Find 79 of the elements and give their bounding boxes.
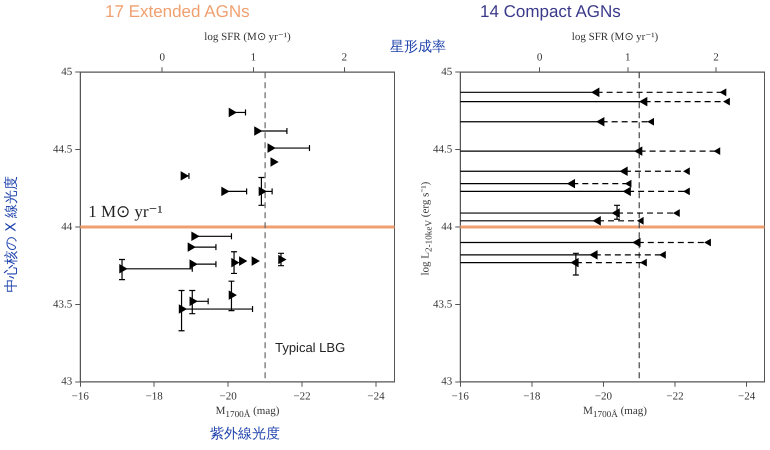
ref-line-label: Typical LBG — [275, 340, 346, 355]
y-tick-label: 43.5 — [53, 298, 73, 310]
point — [640, 259, 647, 266]
point — [191, 232, 200, 241]
point — [593, 216, 601, 226]
x-tick-label: −22 — [666, 390, 684, 402]
x-tick-label: −18 — [523, 390, 541, 402]
x2-tick-label: 2 — [713, 51, 719, 64]
point — [714, 148, 720, 155]
y-tick-label: 44.5 — [433, 143, 453, 156]
x2-tick-label: 0 — [159, 51, 166, 64]
point — [704, 238, 711, 246]
point — [648, 118, 654, 126]
point — [252, 256, 260, 266]
point — [660, 251, 666, 258]
point — [228, 108, 236, 117]
text: 紫外線光度 — [210, 425, 280, 443]
point — [228, 290, 236, 300]
point — [612, 208, 620, 218]
point — [258, 187, 266, 196]
x-tick-label: −20 — [220, 390, 238, 402]
point — [254, 126, 262, 136]
y-tick-label: 44 — [441, 220, 453, 233]
y-tick-label: 43 — [441, 376, 453, 388]
x-tick-label: −24 — [367, 390, 386, 402]
point — [221, 187, 230, 196]
x-axis-title: M$_{1700Å}$ (mag) — [214, 405, 280, 420]
point — [637, 217, 644, 224]
point — [720, 88, 726, 96]
point — [620, 166, 628, 176]
point — [570, 258, 579, 267]
x2-tick-label: 2 — [342, 51, 348, 64]
text: 星形成率 — [390, 38, 446, 56]
point — [231, 258, 240, 267]
x2-tick-label: 1 — [625, 51, 631, 64]
ref-line-label: 1 M⊙ yr⁻¹ — [88, 202, 163, 221]
point — [724, 98, 730, 106]
x-tick-label: −18 — [146, 390, 164, 402]
x-tick-label: −24 — [738, 390, 756, 402]
point — [190, 260, 198, 269]
y-tick-label: 44 — [61, 220, 73, 233]
point — [180, 172, 188, 180]
point — [270, 158, 278, 166]
point — [119, 264, 128, 274]
point — [590, 250, 598, 260]
x-axis-title: M$_{1700Å}$ (mag) — [582, 405, 648, 420]
point — [188, 242, 196, 252]
point — [625, 180, 632, 188]
chart-title: 17 Extended AGNs — [105, 2, 250, 22]
point — [278, 255, 286, 264]
x-tick-label: −16 — [72, 390, 90, 402]
x2-axis-title: log SFR (M⊙ yr⁻¹) — [572, 31, 658, 43]
x-tick-label: −20 — [594, 390, 613, 402]
point — [592, 88, 600, 97]
point — [239, 256, 247, 266]
point — [674, 210, 680, 217]
point — [623, 187, 631, 196]
point — [190, 296, 198, 306]
x2-tick-label: 1 — [250, 51, 256, 64]
point — [268, 144, 276, 152]
point — [567, 179, 576, 188]
y-tick-label: 43.5 — [433, 298, 453, 310]
chart-title: 14 Compact AGNs — [480, 2, 621, 22]
point — [632, 238, 641, 247]
x-tick-label: −16 — [452, 390, 470, 402]
y-tick-label: 45 — [441, 66, 453, 78]
x2-tick-label: 0 — [536, 51, 543, 64]
y-tick-label: 45 — [61, 66, 73, 78]
point — [640, 97, 648, 106]
point — [684, 188, 690, 195]
point — [634, 146, 642, 156]
point — [684, 168, 690, 175]
x2-axis-title: log SFR (M⊙ yr⁻¹) — [204, 31, 291, 43]
point — [596, 117, 604, 126]
x-tick-label: −22 — [293, 390, 311, 402]
y-tick-label: 44.5 — [53, 143, 73, 156]
text: 中心核の X 線光度 — [2, 176, 20, 292]
y-tick-label: 43 — [61, 376, 73, 388]
point — [178, 304, 187, 314]
